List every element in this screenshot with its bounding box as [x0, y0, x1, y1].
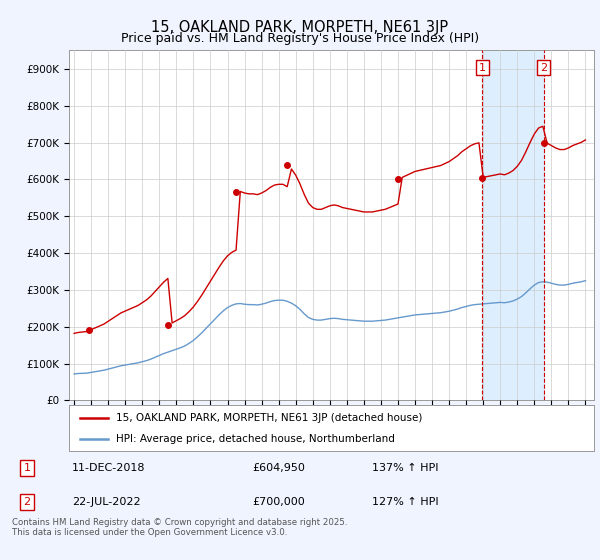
Bar: [482, 50, 544, 400]
Text: 137% ↑ HPI: 137% ↑ HPI: [372, 463, 439, 473]
Text: HPI: Average price, detached house, Northumberland: HPI: Average price, detached house, Nort…: [116, 435, 395, 444]
Text: 1: 1: [23, 463, 31, 473]
Text: 2: 2: [540, 63, 547, 73]
Text: Contains HM Land Registry data © Crown copyright and database right 2025.
This d: Contains HM Land Registry data © Crown c…: [12, 518, 347, 538]
Text: Price paid vs. HM Land Registry's House Price Index (HPI): Price paid vs. HM Land Registry's House …: [121, 32, 479, 45]
Text: 15, OAKLAND PARK, MORPETH, NE61 3JP: 15, OAKLAND PARK, MORPETH, NE61 3JP: [151, 20, 449, 35]
Text: 127% ↑ HPI: 127% ↑ HPI: [372, 497, 439, 507]
Text: 1: 1: [479, 63, 486, 73]
Text: 22-JUL-2022: 22-JUL-2022: [72, 497, 140, 507]
Text: £604,950: £604,950: [252, 463, 305, 473]
Text: 15, OAKLAND PARK, MORPETH, NE61 3JP (detached house): 15, OAKLAND PARK, MORPETH, NE61 3JP (det…: [116, 413, 422, 423]
Text: 11-DEC-2018: 11-DEC-2018: [72, 463, 146, 473]
Text: £700,000: £700,000: [252, 497, 305, 507]
Text: 2: 2: [23, 497, 31, 507]
